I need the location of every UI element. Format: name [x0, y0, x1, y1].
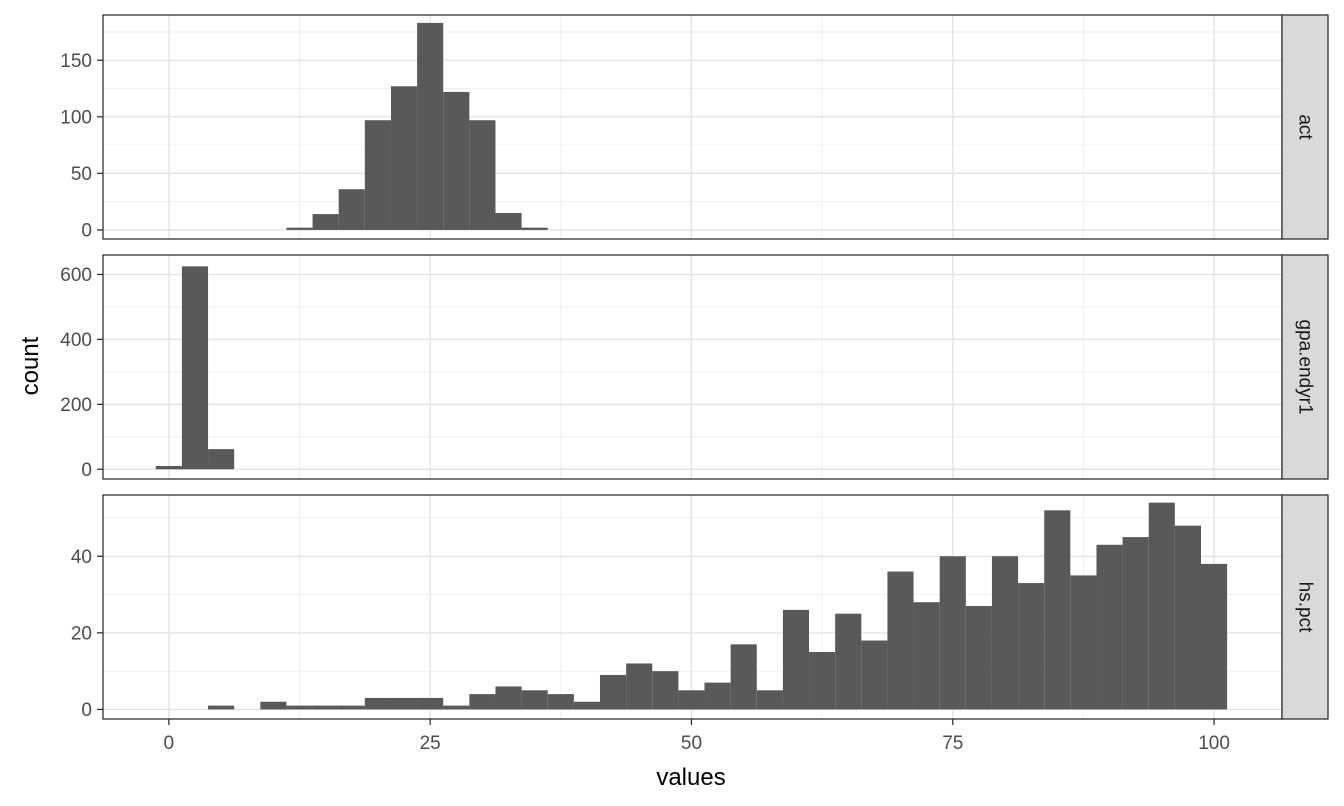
histogram-bar: [208, 705, 235, 710]
y-tick-label: 400: [60, 330, 92, 351]
x-tick-label: 100: [1198, 733, 1230, 754]
facet-strip: [1281, 494, 1329, 720]
histogram-bar: [704, 682, 731, 710]
facet-panel-act: 0 50 100 150 act: [60, 14, 1329, 241]
histogram-bar: [364, 120, 391, 230]
panel-background: [103, 255, 1282, 479]
histogram-bar: [965, 606, 992, 710]
y-tick-label: 100: [60, 107, 92, 128]
histogram-bar: [312, 705, 339, 710]
histogram-bar: [626, 663, 653, 710]
histogram-bar: [443, 705, 470, 710]
histogram-bar: [521, 227, 548, 230]
histogram-bar: [521, 690, 548, 710]
histogram-bar: [469, 694, 496, 710]
y-tick-label: 150: [60, 51, 92, 72]
y-tick-label: 0: [81, 700, 92, 721]
histogram-bar: [1044, 510, 1071, 710]
histogram-bar: [181, 266, 209, 470]
x-tick-label: 75: [942, 733, 963, 754]
histogram-bar: [1096, 544, 1123, 710]
y-axis-title: count: [17, 336, 44, 395]
histogram-bar: [260, 701, 287, 710]
histogram-bar: [443, 91, 470, 230]
histogram-bar: [390, 697, 418, 710]
histogram-bar: [730, 644, 757, 710]
panel-background: [103, 15, 1282, 239]
histogram-bar: [1070, 575, 1097, 710]
facet-panel-hs.pct: 0 20 40 hs.pct: [71, 494, 1329, 721]
histogram-bar: [495, 212, 522, 230]
facet-strip: [1281, 14, 1329, 240]
histogram-bar: [417, 22, 444, 230]
histogram-bar: [573, 701, 600, 710]
y-tick-label: 200: [60, 395, 92, 416]
histogram-bar: [364, 697, 391, 710]
histogram-bar: [991, 556, 1019, 710]
histogram-bar: [208, 449, 235, 470]
histogram-bar: [286, 227, 313, 230]
y-tick-label: 600: [60, 265, 92, 286]
histogram-bar: [1174, 525, 1201, 710]
x-tick-label: 25: [420, 733, 441, 754]
histogram-bar: [312, 214, 339, 230]
y-tick-label: 20: [71, 623, 92, 644]
histogram-bar: [782, 609, 810, 710]
histogram-bar: [286, 705, 313, 710]
facet-strip-label: gpa.endyr1: [1295, 319, 1316, 414]
histogram-bar: [939, 556, 966, 710]
facet-strip-label: hs.pct: [1295, 582, 1316, 633]
histogram-bar: [155, 466, 182, 470]
histogram-bar: [913, 602, 940, 710]
histogram-bar: [338, 705, 365, 710]
y-tick-label: 50: [71, 164, 92, 185]
histogram-bar: [1122, 537, 1149, 710]
histogram-bar: [1018, 583, 1045, 710]
y-tick-label: 40: [71, 547, 92, 568]
histogram-bar: [652, 671, 679, 710]
histogram-bar: [1200, 563, 1228, 710]
histogram-bar: [887, 571, 914, 710]
histogram-bar: [809, 651, 836, 710]
histogram-bar: [835, 613, 862, 710]
histogram-bar: [861, 640, 888, 710]
x-axis-title: values: [656, 764, 725, 791]
histogram-bar: [390, 86, 418, 230]
histogram-bar: [599, 674, 627, 710]
y-tick-label: 0: [81, 460, 92, 481]
x-tick-label: 0: [164, 733, 175, 754]
histogram-bar: [756, 690, 783, 710]
x-tick-label: 50: [681, 733, 702, 754]
x-axis: 0 25 50 75 100: [164, 719, 1230, 754]
facet-strip: [1281, 254, 1329, 480]
histogram-bar: [417, 697, 444, 710]
panels-layer: 0 50 100 150 act 0 200 400 600 gpa.endyr1 0 20 40 hs.…: [60, 14, 1329, 721]
histogram-bar: [547, 694, 574, 710]
histogram-bar: [495, 686, 522, 710]
histogram-bar: [469, 120, 496, 230]
y-tick-label: 0: [81, 220, 92, 241]
histogram-bar: [678, 690, 705, 710]
facet-strip-label: act: [1295, 114, 1316, 140]
histogram-bar: [338, 189, 365, 230]
histogram-bar: [1148, 502, 1175, 710]
facet-panel-gpa.endyr1: 0 200 400 600 gpa.endyr1: [60, 254, 1329, 481]
